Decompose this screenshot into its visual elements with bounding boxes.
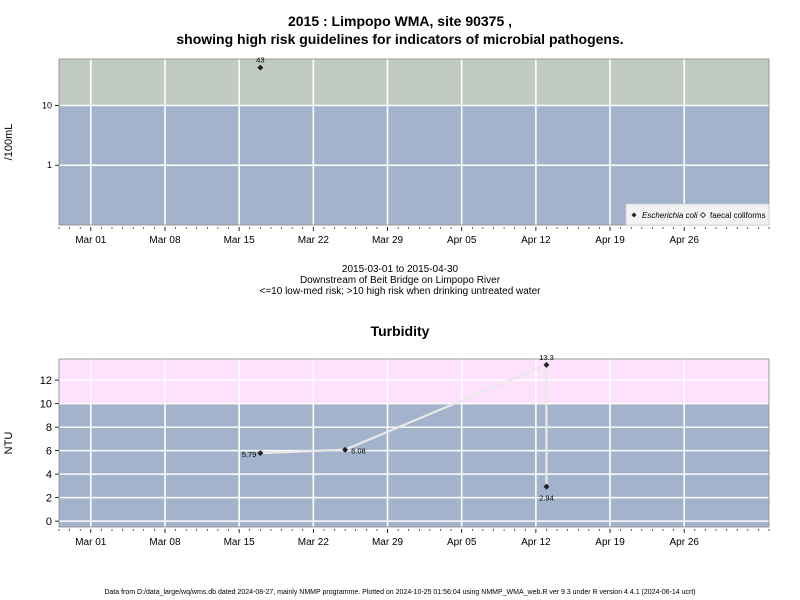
y-tick-label: 8 [46,422,52,434]
turbidity-line [260,363,548,487]
legend-box [625,203,770,226]
x-tick-label: Mar 15 [224,537,256,548]
x-tick-label: Apr 19 [595,537,625,548]
turbidity-point-label: 6.08 [351,447,366,456]
turbidity-chart: 0 2 4 6 8 10 12 Mar 01 Mar 08 Mar 15 Mar 22 Mar 29 A… [3,353,770,548]
x-tick-label: Apr 26 [669,537,699,548]
ecoli-chart: 1 10 Mar 01 Mar 08 Mar 15 Mar 22 Mar 29 Apr 05 A… [3,56,770,246]
x-tick-label: Apr 05 [447,235,477,246]
x-tick-label: Mar 01 [75,235,107,246]
x-tick-label: Apr 26 [669,235,699,246]
ecoli-point [257,64,264,71]
x-tick-label: Apr 12 [521,537,551,548]
footer-note: Data from D:/data_large/wq/wms.db dated … [104,589,696,596]
high-risk-band [59,59,769,106]
x-tick-label: Mar 29 [372,235,404,246]
turbidity-point [342,446,349,453]
x-tick-label: Mar 08 [149,235,181,246]
x-tick-label: Mar 01 [75,537,107,548]
turbidity-point [543,483,550,490]
y-tick-label: 0 [46,516,52,528]
turbidity-point [543,361,550,368]
plot-frame [58,358,770,528]
x-tick-label: Apr 19 [595,235,625,246]
low-risk-band [59,403,769,527]
y-tick-label: 2 [46,492,52,504]
chart1-title: 2015 : Limpopo WMA, site 90375 , [287,13,513,29]
x-tick-label: Apr 05 [447,537,477,548]
chart2-title: Turbidity [370,323,430,339]
high-risk-band [59,359,769,404]
x-tick-label: Mar 15 [224,235,256,246]
x-tick-label: Mar 29 [372,537,404,548]
y-tick-label: 10 [40,398,52,410]
y-axis-label: NTU [3,432,15,455]
site-location: Downstream of Beit Bridge on Limpopo Riv… [299,275,501,286]
legend-faecal-label: faecal coliforms [710,211,766,220]
risk-note: <=10 low-med risk; >10 high risk when dr… [259,286,541,297]
turbidity-point-label: 5.79 [242,450,257,459]
legend-ecoli-label: Escherichia coli [642,211,698,220]
x-tick-label: Apr 12 [521,235,551,246]
y-tick-label: 1 [47,160,52,170]
x-tick-label: Mar 22 [298,235,330,246]
legend-ecoli-marker [631,212,637,218]
x-tick-label: Mar 08 [149,537,181,548]
y-tick-label: 10 [42,100,52,110]
chart1-subtitle: showing high risk guidelines for indicat… [176,31,624,47]
y-tick-label: 12 [40,375,52,387]
y-tick-label: 6 [46,445,52,457]
turbidity-point-label: 13.3 [539,353,554,362]
turbidity-point [257,450,264,457]
ecoli-point-label: 43 [256,56,264,65]
y-tick-label: 4 [46,469,52,481]
turbidity-point-label: 2.94 [539,494,554,503]
legend-faecal-marker [699,211,707,219]
date-range: 2015-03-01 to 2015-04-30 [341,264,459,275]
y-axis-label: /100mL [3,124,15,161]
x-tick-label: Mar 22 [298,537,330,548]
plot-frame [58,58,770,226]
